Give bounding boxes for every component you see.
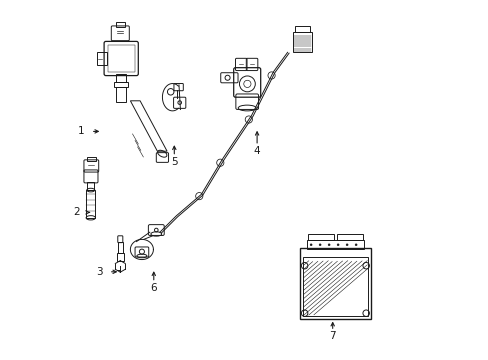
Bar [292, 32, 311, 52]
Text: 4: 4 [253, 146, 260, 156]
Circle shape [318, 244, 321, 246]
Bar [307, 234, 334, 240]
Bar [114, 82, 128, 87]
Bar [116, 74, 126, 82]
Circle shape [336, 244, 339, 246]
Bar [303, 257, 367, 316]
Circle shape [354, 244, 356, 246]
Text: 2: 2 [73, 207, 80, 217]
Bar [336, 234, 363, 240]
Text: 1: 1 [78, 126, 84, 136]
Bar [86, 190, 95, 218]
Circle shape [309, 244, 311, 246]
Circle shape [327, 244, 329, 246]
Bar [107, 45, 134, 72]
Bar [116, 87, 125, 102]
Bar [294, 26, 310, 32]
Text: 3: 3 [96, 267, 102, 277]
Bar [87, 182, 94, 190]
Circle shape [346, 244, 347, 246]
Bar [118, 242, 122, 253]
Text: 7: 7 [329, 331, 335, 341]
Text: 6: 6 [150, 283, 157, 293]
Bar [306, 240, 363, 249]
Bar [87, 157, 96, 161]
Bar [116, 22, 124, 27]
Bar [97, 52, 107, 65]
Text: 5: 5 [171, 157, 177, 167]
Bar [117, 253, 123, 261]
Bar [300, 248, 370, 319]
